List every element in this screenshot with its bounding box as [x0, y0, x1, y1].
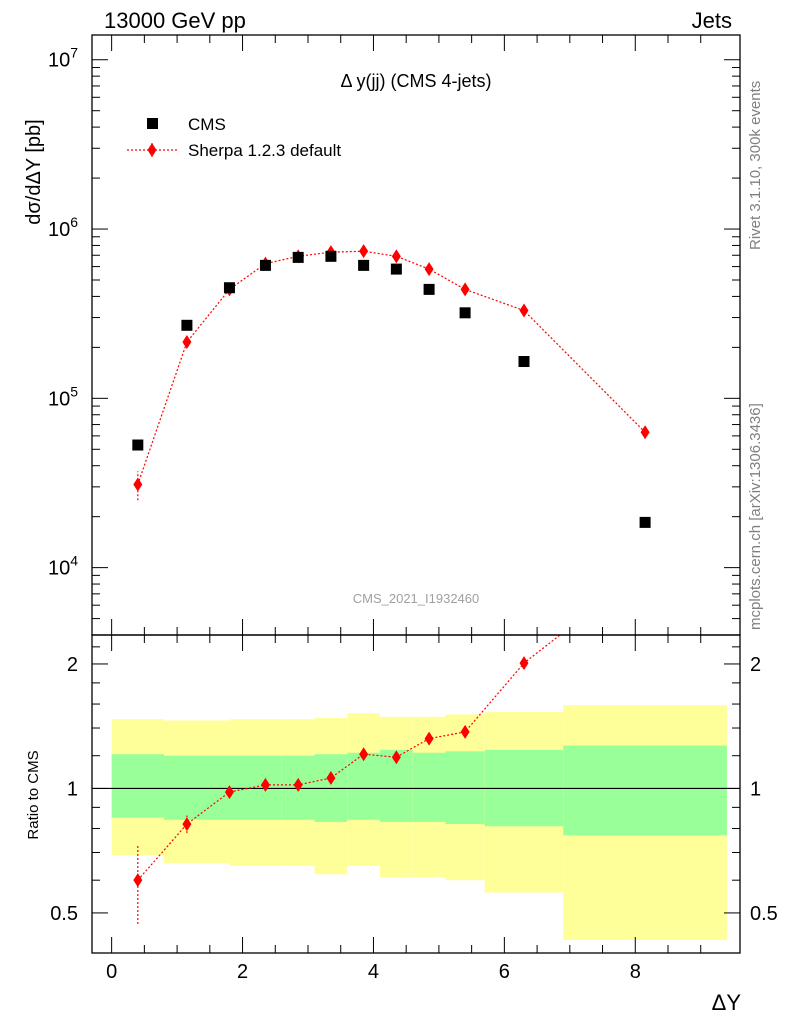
ratio-point [182, 817, 192, 832]
ratio-panel: 0.5 0.5 1 1 2 2 0 2 4 6 8 [50, 562, 778, 983]
mcplots-reference-label: mcplots.cern.ch [arXiv:1306.3436] [747, 403, 764, 630]
cms-point [292, 251, 304, 263]
ratio-point [391, 750, 401, 765]
top-panel: 104 105 106 107 Δ y(jj) (CMS 4-jets) CMS Sh… [48, 34, 741, 636]
ratio-point [224, 785, 234, 800]
sherpa-point [640, 425, 650, 440]
ratio-line [137, 635, 561, 881]
ratio-panel-frame [91, 634, 741, 954]
y-tick-label: 104 [48, 553, 78, 580]
y-tick-label: 106 [48, 214, 78, 241]
legend-cms-label: CMS [188, 115, 226, 134]
header-left-label: 13000 GeV pp [104, 8, 246, 33]
cms-point [223, 282, 235, 294]
top-y-axis-label: dσ/dΔY [pb] [23, 119, 45, 224]
cms-point [423, 283, 435, 295]
ratio-y-tick-label: 0.5 [50, 903, 78, 925]
ratio-point [133, 873, 143, 888]
header-right-label: Jets [692, 8, 732, 33]
sherpa-point [133, 477, 143, 492]
sherpa-point [519, 303, 529, 318]
ratio-y-tick-label: 2 [67, 654, 78, 676]
x-tick-label: 0 [106, 961, 117, 983]
ratio-point [326, 770, 336, 785]
ratio-point [424, 731, 434, 746]
sherpa-point [359, 244, 369, 259]
legend: CMS Sherpa 1.2.3 default [127, 115, 341, 160]
cms-point [390, 263, 402, 275]
ratio-y-axis-label: Ratio to CMS [25, 750, 42, 839]
x-tick-label: 8 [630, 961, 641, 983]
legend-sherpa-label: Sherpa 1.2.3 default [188, 141, 341, 160]
uncertainty-band-inner [412, 752, 446, 822]
cms-point [358, 259, 370, 271]
uncertainty-band-inner [445, 751, 485, 825]
sherpa-point [182, 335, 192, 350]
x-axis: 0 2 4 6 8 [106, 635, 702, 983]
uncertainty-band-inner [164, 755, 230, 820]
sherpa-point [391, 249, 401, 264]
uncertainty-band-inner [347, 752, 380, 820]
cms-point [639, 516, 651, 528]
ratio-y-tick-label-right: 2 [750, 654, 761, 676]
ratio-y-tick-label-right: 0.5 [750, 903, 778, 925]
sherpa-point [460, 282, 470, 297]
cms-point [518, 356, 530, 368]
ratio-y-tick-label-right: 1 [750, 778, 761, 800]
ratio-y-tick-label: 1 [67, 778, 78, 800]
cms-point [325, 250, 337, 262]
uncertainty-band-inner [111, 754, 164, 818]
x-tick-label: 2 [237, 961, 248, 983]
cms-point [259, 259, 271, 271]
y-tick-label: 105 [48, 383, 78, 410]
cms-point [459, 307, 471, 319]
uncertainty-band-inner [563, 745, 727, 836]
legend-cms-marker [147, 118, 158, 129]
cms-point [132, 439, 144, 451]
ratio-point [460, 724, 470, 739]
sherpa-point [424, 262, 434, 277]
uncertainty-band-inner [229, 755, 282, 820]
x-tick-label: 6 [499, 961, 510, 983]
top-x-axis [111, 35, 702, 635]
y-tick-label: 107 [48, 45, 78, 72]
ratio-point [519, 656, 529, 671]
ratio-point [359, 747, 369, 762]
chart-title: Δ y(jj) (CMS 4-jets) [340, 71, 491, 91]
ratio-y-axis: 0.5 0.5 1 1 2 2 [50, 646, 778, 954]
x-axis-label: ΔY [712, 990, 742, 1015]
ratio-point [260, 777, 270, 792]
sherpa-line [137, 250, 646, 485]
analysis-watermark: CMS_2021_I1932460 [353, 591, 480, 606]
rivet-version-label: Rivet 3.1.10, 300k events [747, 81, 764, 250]
x-tick-label: 4 [368, 961, 379, 983]
top-y-axis: 104 105 106 107 [48, 45, 740, 636]
ratio-point [293, 777, 303, 792]
cms-point [181, 319, 193, 331]
legend-sherpa-marker [147, 143, 157, 157]
ratio-point [641, 562, 650, 576]
